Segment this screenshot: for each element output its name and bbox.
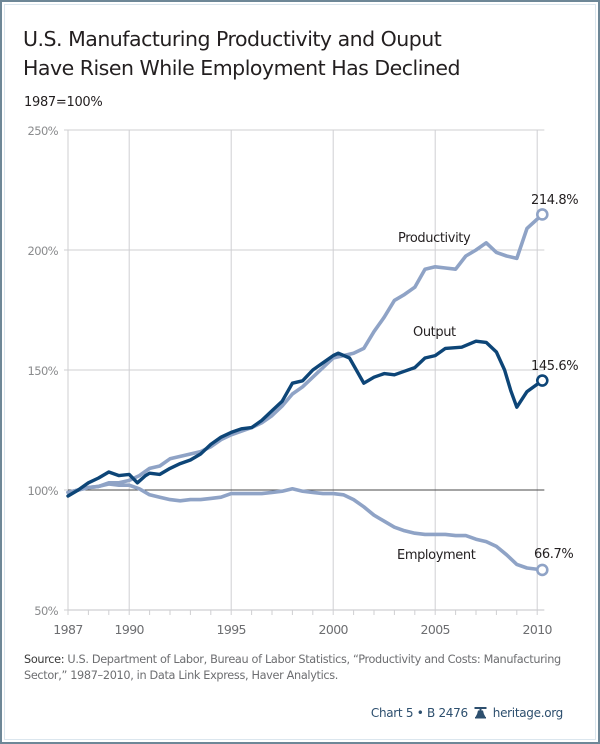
gridlines (67, 129, 545, 610)
employment-end-marker (535, 563, 549, 577)
title-line-1: U.S. Manufacturing Productivity and Oupu… (23, 27, 442, 51)
x-tick-label: 2000 (318, 622, 348, 637)
output-end-label: 145.6% (531, 359, 578, 374)
employment-line (66, 482, 545, 572)
line-chart: 50% 100% 150% 200% 250% 1987 1990 1995 2000 2005 2… (28, 124, 579, 637)
axes: 50% 100% 150% 200% 250% 1987 1990 1995 2000 2005 2… (28, 124, 554, 637)
chart-title: U.S. Manufacturing Productivity and Oupu… (23, 25, 583, 83)
source-text: U.S. Department of Labor, Bureau of Labo… (24, 653, 561, 682)
source-note: Source: U.S. Department of Labor, Bureau… (24, 652, 584, 684)
y-tick-label: 50% (34, 604, 58, 618)
output-line (66, 339, 544, 498)
chart-id: Chart 5 • B 2476 (370, 706, 468, 720)
y-tick-label: 250% (28, 124, 59, 138)
employment-label: Employment (397, 548, 476, 563)
heritage-link[interactable]: heritage.org (492, 706, 564, 720)
x-tick-label: 2010 (522, 622, 552, 637)
productivity-end-label: 214.8% (531, 193, 578, 208)
footer-credit: Chart 5 • B 2476 heritage.org (371, 706, 563, 720)
output-end-marker (535, 374, 549, 387)
x-tick-label: 1987 (53, 622, 82, 637)
employment-end-label: 66.7% (534, 547, 573, 562)
liberty-bell-icon (474, 707, 487, 719)
inner-frame (4, 4, 596, 740)
productivity-end-marker (535, 208, 549, 221)
index-base-label: 1987=100% (24, 95, 103, 110)
x-tick-label: 2005 (420, 622, 449, 637)
x-tick-label: 1990 (114, 622, 144, 637)
y-tick-label: 100% (28, 484, 59, 498)
series-labels: Productivity Output Employment 214.8% 145.6%… (397, 193, 579, 563)
series-lines (66, 208, 549, 577)
x-tick-label: 1995 (216, 622, 245, 637)
productivity-line (66, 212, 545, 495)
productivity-label: Productivity (398, 231, 471, 246)
y-tick-label: 150% (28, 364, 59, 378)
source-label: Source: (24, 653, 65, 666)
y-tick-label: 200% (28, 244, 59, 258)
title-line-2: Have Risen While Employment Has Declined (23, 56, 461, 80)
output-label: Output (413, 325, 456, 340)
